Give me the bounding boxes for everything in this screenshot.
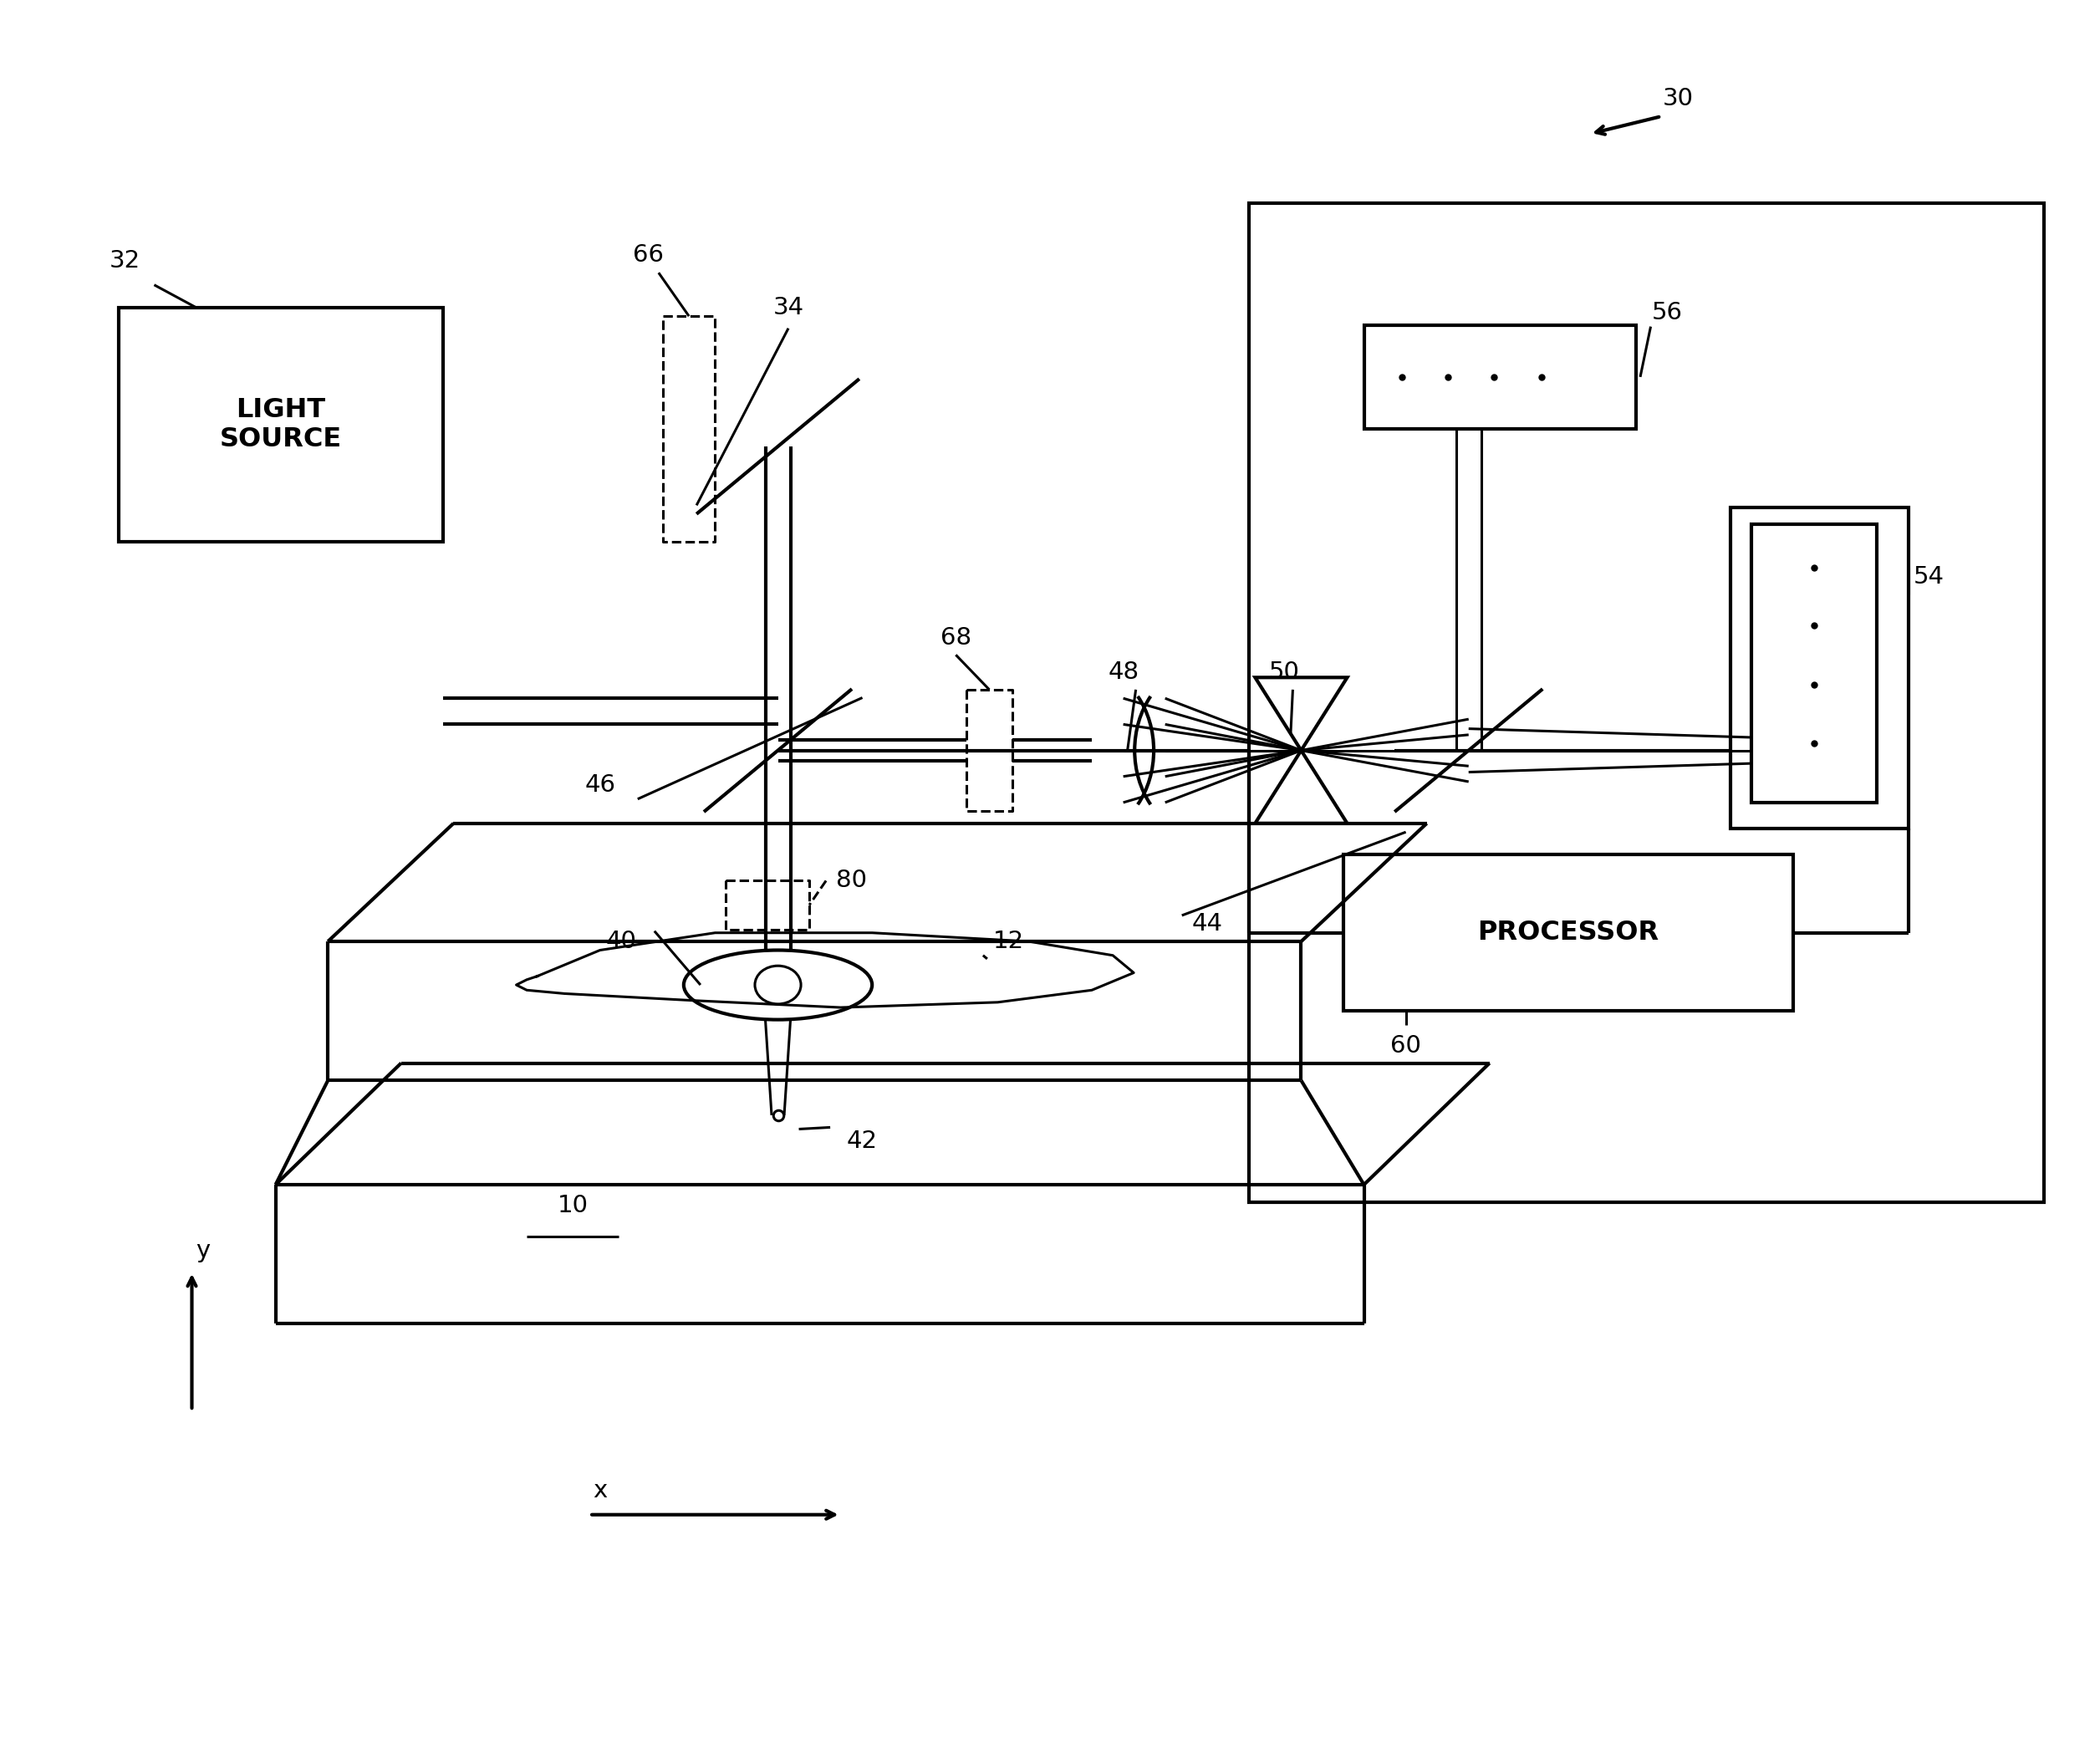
Text: 56: 56 — [1653, 302, 1682, 324]
Text: 48: 48 — [1107, 661, 1138, 684]
Text: 54: 54 — [1913, 565, 1945, 588]
Bar — [1751, 525, 1877, 802]
Text: PROCESSOR: PROCESSOR — [1476, 919, 1659, 945]
Text: 42: 42 — [846, 1130, 878, 1153]
Text: 68: 68 — [941, 626, 972, 649]
Text: 12: 12 — [993, 930, 1023, 954]
Text: y: y — [195, 1238, 210, 1263]
Text: 66: 66 — [632, 244, 664, 267]
Bar — [1730, 508, 1909, 828]
Bar — [118, 307, 443, 542]
Text: 40: 40 — [605, 930, 636, 954]
Bar — [1249, 204, 2043, 1202]
Text: 30: 30 — [1663, 87, 1693, 110]
Text: 10: 10 — [556, 1195, 588, 1217]
Text: 60: 60 — [1390, 1034, 1422, 1057]
Bar — [1365, 324, 1636, 429]
Text: 32: 32 — [109, 249, 141, 272]
Text: x: x — [592, 1479, 607, 1502]
Text: 44: 44 — [1191, 912, 1222, 937]
Text: 34: 34 — [773, 296, 804, 319]
Text: LIGHT
SOURCE: LIGHT SOURCE — [220, 398, 342, 453]
Bar — [1344, 855, 1793, 1012]
Text: 46: 46 — [584, 773, 615, 797]
Text: 50: 50 — [1268, 661, 1300, 684]
Text: 80: 80 — [836, 869, 867, 893]
